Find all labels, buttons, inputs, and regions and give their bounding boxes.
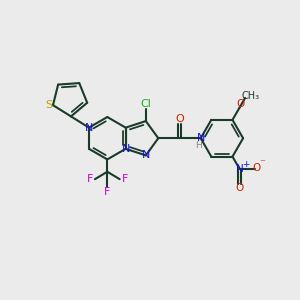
Text: S: S <box>46 100 53 110</box>
Text: F: F <box>86 174 93 184</box>
Text: H: H <box>195 141 202 150</box>
Text: Cl: Cl <box>140 99 151 109</box>
Text: N: N <box>142 150 150 161</box>
Text: O: O <box>252 163 260 173</box>
Text: O: O <box>236 99 244 109</box>
Text: N: N <box>236 164 244 174</box>
Text: N: N <box>196 133 205 142</box>
Text: F: F <box>122 174 128 184</box>
Text: O: O <box>175 114 184 124</box>
Text: +: + <box>242 160 250 169</box>
Text: F: F <box>104 187 110 197</box>
Text: N: N <box>122 144 130 154</box>
Text: CH₃: CH₃ <box>242 92 260 101</box>
Text: ⁻: ⁻ <box>259 158 265 169</box>
Text: O: O <box>236 183 244 193</box>
Text: N: N <box>85 123 93 133</box>
